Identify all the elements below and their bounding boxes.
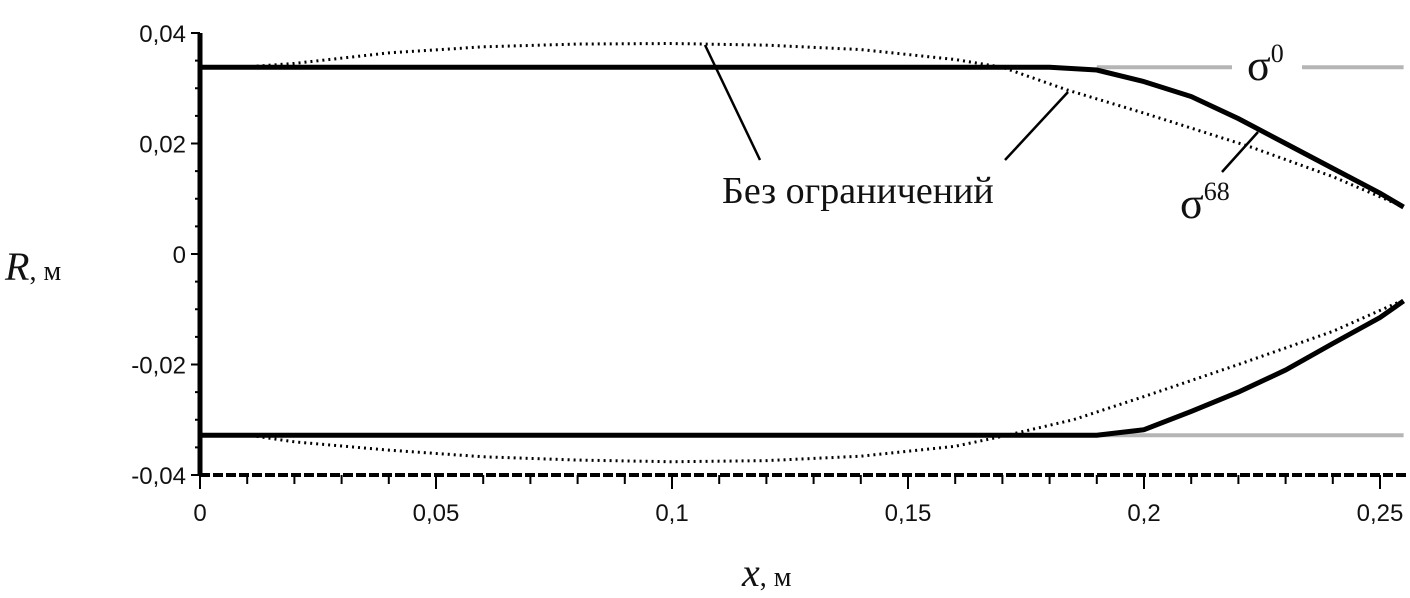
annotation-sigma68: σ68: [1180, 177, 1230, 228]
leader-line-unconstrained-1: [703, 44, 762, 161]
x-axis-symbol: x: [741, 550, 760, 595]
axes-layer: 0 0,05 0,1 0,15 0,2 0,25 0,04 0,02 0 -0,02 -0,04: [131, 21, 1409, 527]
y-axis-label: R, м: [4, 244, 61, 289]
label-gap: [1232, 55, 1302, 85]
annotation-sigma0: σ0: [1247, 39, 1284, 90]
y-axis-unit: , м: [29, 256, 61, 287]
annotation-unconstrained: Без ограничений: [722, 170, 994, 212]
series-unconstrained-lower: [256, 300, 1400, 464]
x-axis-unit: , м: [760, 562, 792, 593]
sigma68-sup: 68: [1204, 177, 1230, 206]
sigma68-base: σ: [1180, 179, 1204, 228]
annotations: Без ограничений σ0 σ68 R, м x, м: [4, 39, 1284, 595]
y-tick-label: 0,04: [139, 21, 186, 48]
leader-line-unconstrained-2: [1004, 91, 1069, 161]
series-sigma68-upper: [200, 64, 1405, 210]
x-tick-label: 0,25: [1357, 500, 1404, 527]
x-tick-label: 0,15: [885, 500, 932, 527]
y-axis-symbol: R: [4, 244, 29, 289]
series-layer: [200, 41, 1406, 464]
x-tick-label: 0,1: [655, 500, 688, 527]
x-tick-label: 0,2: [1127, 500, 1160, 527]
leader-line-sigma68: [1221, 131, 1259, 173]
x-tick-label: 0: [193, 500, 206, 527]
series-sigma68-lower: [200, 298, 1406, 438]
sigma0-sup: 0: [1271, 39, 1284, 68]
y-tick-label: -0,04: [131, 463, 186, 490]
sigma0-base: σ: [1247, 41, 1271, 90]
x-tick-label: 0,05: [413, 500, 460, 527]
y-tick-label: 0: [173, 242, 186, 269]
y-tick-label: 0,02: [139, 132, 186, 159]
x-axis-label: x, м: [741, 550, 792, 595]
y-tick-label: -0,02: [131, 353, 186, 380]
